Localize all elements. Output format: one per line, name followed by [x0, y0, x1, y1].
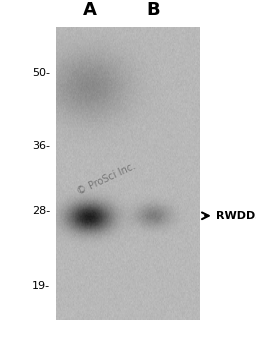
Text: A: A — [83, 1, 97, 19]
Text: RWDD3: RWDD3 — [216, 211, 256, 221]
Text: © ProSci Inc.: © ProSci Inc. — [76, 162, 137, 197]
Text: 50-: 50- — [32, 68, 50, 78]
Text: 28-: 28- — [32, 206, 50, 217]
Text: 19-: 19- — [32, 281, 50, 291]
Text: 36-: 36- — [32, 141, 50, 151]
Text: B: B — [147, 1, 161, 19]
